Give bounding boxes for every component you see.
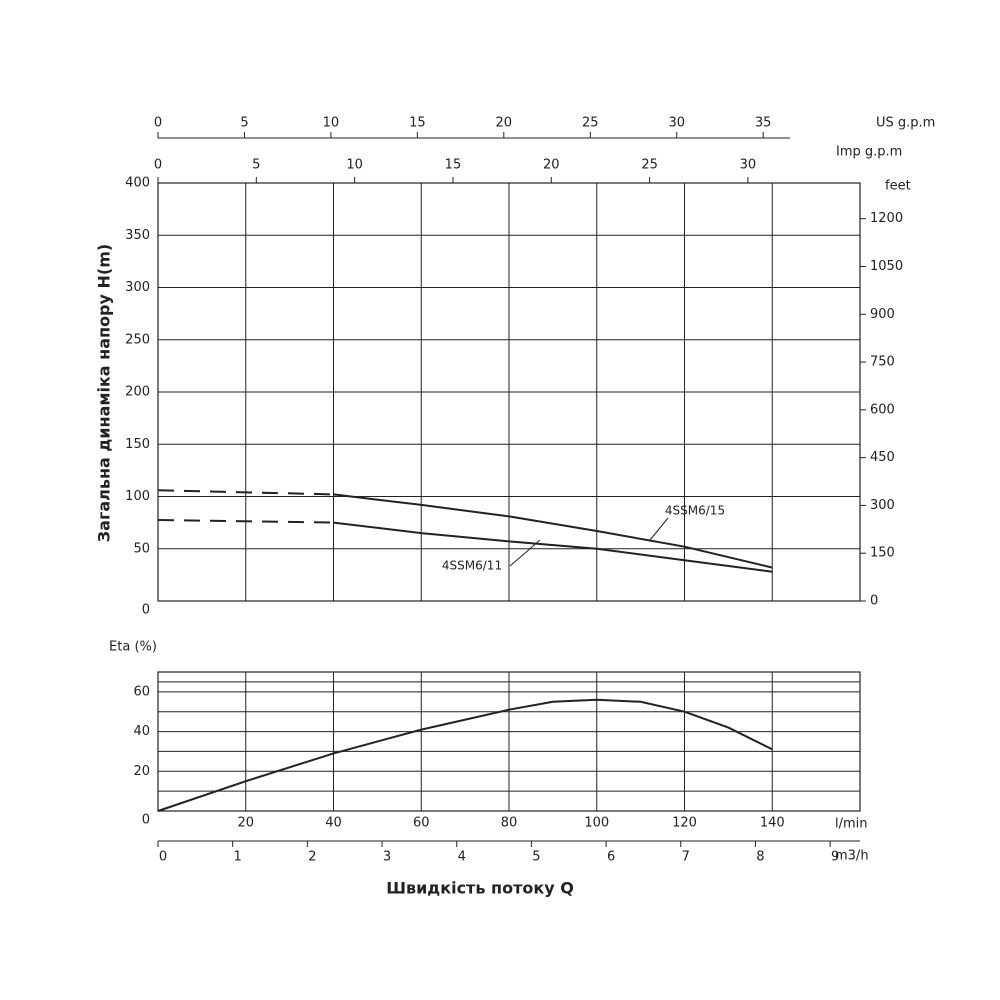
curve-label: 4SSM6/11 — [442, 559, 502, 573]
y-tick-label: 0 — [142, 603, 150, 618]
top-tick-label: 30 — [740, 158, 757, 173]
top-tick-label: 25 — [641, 158, 658, 173]
bottom-tick-label: 4 — [458, 850, 466, 865]
curve — [333, 493, 773, 569]
x-unit: l/min — [835, 817, 868, 832]
y2-tick-label: 900 — [870, 307, 895, 322]
bottom-tick-label: 9 — [831, 850, 839, 865]
top-tick-label: 15 — [445, 158, 462, 173]
top-tick-label: 20 — [543, 158, 560, 173]
y2-tick-label: 600 — [870, 402, 895, 417]
y-tick-label: 40 — [133, 724, 150, 739]
y-tick-label: 250 — [125, 332, 150, 347]
curve-label: 4SSM6/15 — [665, 504, 725, 518]
curve — [333, 521, 773, 573]
top-tick-label: 15 — [409, 116, 426, 131]
curve — [157, 489, 334, 496]
top-tick-label: 5 — [252, 158, 260, 173]
top-tick-label: 5 — [240, 116, 248, 131]
bottom-tick-label: 5 — [532, 850, 540, 865]
y2-tick-label: 1200 — [870, 211, 903, 226]
bottom-tick-label: 0 — [159, 850, 167, 865]
y-tick-label: 300 — [125, 280, 150, 295]
y2-tick-label: 300 — [870, 498, 895, 513]
top-tick-label: 0 — [154, 116, 162, 131]
leader-line — [649, 517, 669, 541]
x-tick-label: 20 — [237, 816, 254, 831]
y-tick-label: 50 — [133, 541, 150, 556]
x-tick-label: 120 — [672, 816, 697, 831]
y2-tick-label: 150 — [870, 546, 895, 561]
y-tick-label: 20 — [133, 764, 150, 779]
x-tick-label: 140 — [760, 816, 785, 831]
y2-tick-label: 0 — [870, 594, 878, 609]
x-tick-label: 40 — [325, 816, 342, 831]
x-tick-label: 100 — [584, 816, 609, 831]
top-axis-title: Imp g.p.m — [836, 145, 902, 160]
bottom-tick-label: 3 — [383, 850, 391, 865]
x-tick-label: 60 — [413, 816, 430, 831]
curve — [157, 519, 334, 524]
top-tick-label: 10 — [323, 116, 340, 131]
bottom-axis-title: m3/h — [835, 849, 869, 864]
top-tick-label: 10 — [346, 158, 363, 173]
y2-tick-label: 750 — [870, 355, 895, 370]
y-tick-label: 0 — [142, 813, 150, 828]
bottom-tick-label: 6 — [607, 850, 615, 865]
y-axis-title: Загальна динаміка напору H(m) — [95, 244, 114, 542]
y-tick-label: 100 — [125, 489, 150, 504]
bottom-tick-label: 2 — [308, 850, 316, 865]
top-axis-title: US g.p.m — [876, 116, 935, 131]
top-tick-label: 25 — [582, 116, 599, 131]
x-axis-title: Швидкість потоку Q — [386, 879, 574, 898]
bottom-tick-label: 7 — [682, 850, 690, 865]
top-tick-label: 30 — [668, 116, 685, 131]
y-tick-label: 60 — [133, 684, 150, 699]
y2-tick-label: 1050 — [870, 259, 903, 274]
bottom-tick-label: 1 — [234, 850, 242, 865]
curve — [157, 698, 773, 812]
y-tick-label: 400 — [125, 176, 150, 191]
eta-axis-title: Eta (%) — [109, 640, 157, 655]
y-tick-label: 150 — [125, 437, 150, 452]
y2-axis-title: feet — [885, 179, 911, 194]
y2-tick-label: 450 — [870, 450, 895, 465]
bottom-tick-label: 8 — [756, 850, 764, 865]
top-tick-label: 35 — [755, 116, 772, 131]
top-tick-label: 20 — [496, 116, 513, 131]
y-tick-label: 350 — [125, 228, 150, 243]
x-tick-label: 80 — [501, 816, 518, 831]
top-tick-label: 0 — [154, 158, 162, 173]
y-tick-label: 200 — [125, 385, 150, 400]
